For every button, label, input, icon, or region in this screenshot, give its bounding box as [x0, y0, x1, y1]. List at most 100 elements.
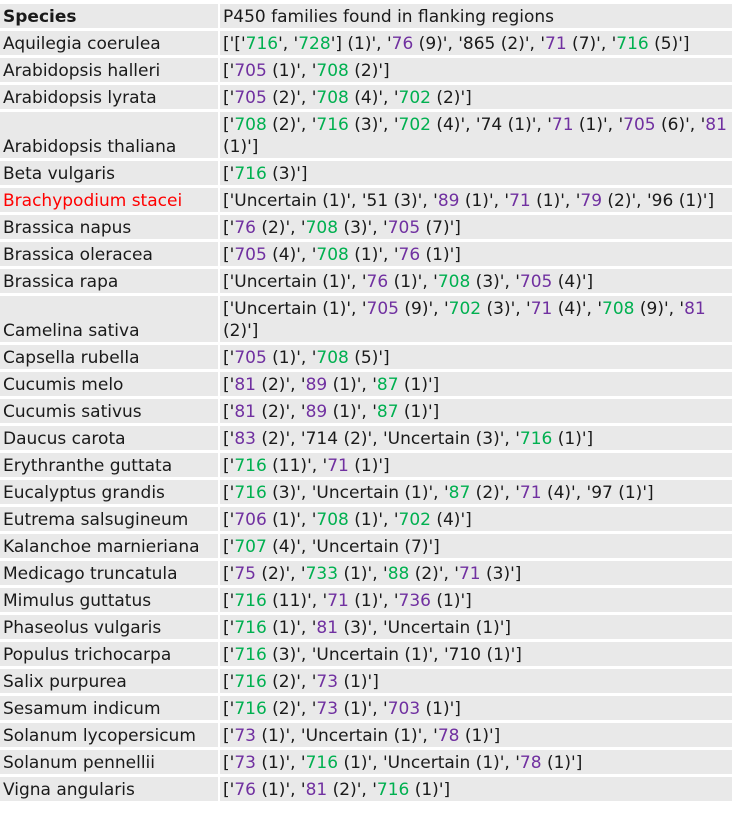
family-text-segment: 706 [234, 510, 267, 530]
family-text-segment: ', ' [278, 34, 299, 54]
families-cell: ['716 (11)', '71 (1)'] [219, 451, 732, 480]
table-row: Eucalyptus grandis ['716 (3)', 'Uncertain… [0, 478, 732, 507]
p450-flanking-table: Species P450 families found in flanking … [0, 4, 732, 804]
family-text-segment: 716 [305, 753, 339, 773]
families-cell: ['Uncertain (1)', '705 (9)', '702 (3)', … [219, 294, 732, 345]
species-cell: Cucumis sativus [0, 397, 220, 426]
families-cell: ['['716', '728'] (1)', '76 (9)', '865 (2… [219, 29, 732, 58]
family-text-segment: (2)', ' [409, 564, 459, 584]
family-text-segment: 716 [245, 34, 279, 54]
family-text-segment: 716 [234, 164, 267, 184]
family-text-segment: [' [223, 510, 235, 530]
family-text-segment: 71 [327, 591, 349, 611]
family-text-segment: 76 [398, 245, 421, 265]
table-row: Brassica napus ['76 (2)', '708 (3)', '705… [0, 213, 732, 242]
species-cell: Solanum pennellii [0, 748, 220, 777]
family-text-segment: 705 [234, 348, 267, 368]
table-row: Aquilegia coerulea ['['716', '728'] (1)',… [0, 29, 732, 58]
family-text-segment: 702 [398, 115, 431, 135]
families-cell: ['707 (4)', 'Uncertain (7)'] [219, 532, 732, 561]
family-text-segment: 87 [376, 375, 399, 395]
families-cell: ['716 (2)', '73 (1)'] [219, 667, 732, 696]
family-text-segment: (1)'] [338, 672, 379, 692]
family-text-segment: (4)', '74 (1)', ' [430, 115, 552, 135]
family-text-segment: 716 [234, 645, 267, 665]
family-text-segment: 708 [316, 348, 349, 368]
family-text-segment: 71 [458, 564, 481, 584]
family-text-segment: [' [223, 591, 235, 611]
families-cell: ['716 (1)', '81 (3)', 'Uncertain (1)'] [219, 613, 732, 642]
families-cell: ['81 (2)', '89 (1)', '87 (1)'] [219, 397, 732, 426]
family-text-segment: [' [223, 88, 235, 108]
family-text-segment: (1)', ' [388, 272, 438, 292]
species-cell: Camelina sativa [0, 294, 220, 345]
family-text-segment: [' [223, 456, 235, 476]
family-text-segment: 81 [684, 299, 706, 319]
family-text-segment: 716 [519, 429, 553, 449]
family-text-segment: (1)'] [459, 726, 501, 746]
species-cell: Salix purpurea [0, 667, 220, 696]
family-text-segment: (2)', ' [266, 699, 317, 719]
families-cell: ['76 (2)', '708 (3)', '705 (7)'] [219, 213, 732, 242]
family-text-segment: (3)', 'Uncertain (1)', ' [266, 483, 449, 503]
family-text-segment: '] (1)', ' [330, 34, 392, 54]
family-text-segment: (3)', 'Uncertain (1)', '710 (1)'] [266, 645, 522, 665]
family-text-segment: 705 [234, 245, 267, 265]
family-text-segment: [' [223, 218, 235, 238]
table-row: Populus trichocarpa ['716 (3)', 'Uncertai… [0, 640, 732, 669]
families-cell: ['705 (4)', '708 (1)', '76 (1)'] [219, 240, 732, 269]
species-cell: Kalanchoe marnieriana [0, 532, 220, 561]
species-cell: Brassica rapa [0, 267, 220, 296]
table-row: Eutrema salsugineum ['706 (1)', '708 (1)'… [0, 505, 732, 534]
table-row: Salix purpurea ['716 (2)', '73 (1)'] [0, 667, 732, 696]
family-text-segment: 707 [234, 537, 267, 557]
family-text-segment: 78 [437, 726, 460, 746]
table-body: Species P450 families found in flanking … [0, 4, 732, 804]
family-text-segment: [' [223, 699, 235, 719]
family-text-segment: (4)', ' [348, 88, 399, 108]
table-row: Daucus carota ['83 (2)', '714 (2)', 'Unce… [0, 424, 732, 453]
family-text-segment: 728 [298, 34, 331, 54]
species-cell: Mimulus guttatus [0, 586, 220, 615]
family-text-segment: (1)', ' [266, 618, 317, 638]
family-text-segment: (4)', 'Uncertain (7)'] [266, 537, 440, 557]
family-text-segment: (1)', ' [255, 753, 306, 773]
family-text-segment: [' [223, 672, 235, 692]
families-cell: ['716 (3)', 'Uncertain (1)', '710 (1)'] [219, 640, 732, 669]
family-text-segment: 705 [623, 115, 656, 135]
family-text-segment: (11)', ' [266, 456, 328, 476]
family-text-segment: 702 [398, 510, 431, 530]
table-row: Capsella rubella ['705 (1)', '708 (5)'] [0, 343, 732, 372]
family-text-segment: 73 [234, 753, 256, 773]
family-text-segment: [' [223, 375, 235, 395]
family-text-segment: (1)'] [430, 591, 472, 611]
family-text-segment: (1)', 'Uncertain (1)', ' [338, 753, 520, 773]
family-text-segment: (2)', ' [266, 115, 317, 135]
family-text-segment: 708 [234, 115, 267, 135]
families-cell: ['716 (11)', '71 (1)', '736 (1)'] [219, 586, 732, 615]
family-text-segment: (9)', ' [399, 299, 449, 319]
family-text-segment: (2)', ' [266, 672, 317, 692]
family-text-segment: 716 [316, 115, 349, 135]
family-text-segment: [' [223, 483, 235, 503]
families-cell: ['716 (2)', '73 (1)', '703 (1)'] [219, 694, 732, 723]
family-text-segment: (2)', ' [327, 780, 377, 800]
family-text-segment: (1)'] [398, 402, 440, 422]
family-text-segment: 76 [234, 218, 256, 238]
family-text-segment: 73 [316, 699, 339, 719]
family-text-segment: 708 [437, 272, 471, 292]
family-text-segment: 733 [305, 564, 339, 584]
family-text-segment: [' [223, 61, 235, 81]
table-row: Sesamum indicum ['716 (2)', '73 (1)', '70… [0, 694, 732, 723]
family-text-segment: 716 [234, 618, 267, 638]
family-text-segment: (2)'] [430, 88, 472, 108]
species-cell: Beta vulgaris [0, 159, 220, 188]
family-text-segment: 81 [316, 618, 339, 638]
family-text-segment: 73 [234, 726, 256, 746]
family-text-segment: [' [223, 726, 235, 746]
family-text-segment: 705 [519, 272, 553, 292]
table-row: Vigna angularis ['76 (1)', '81 (2)', '716… [0, 775, 732, 804]
family-text-segment: (3)', ' [470, 272, 520, 292]
species-cell: Eucalyptus grandis [0, 478, 220, 507]
family-text-segment: 716 [234, 456, 267, 476]
